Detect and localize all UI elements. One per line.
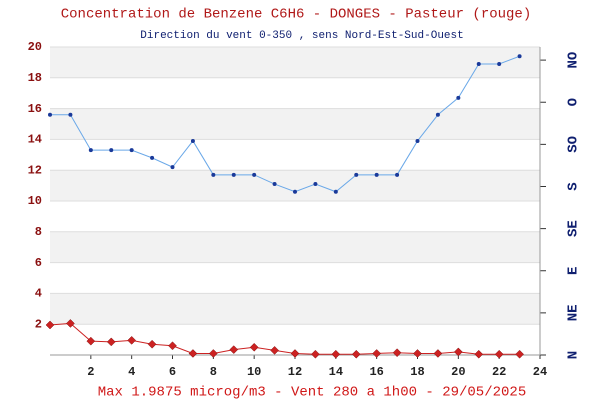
chart-subtitle: Direction du vent 0-350 , sens Nord-Est-…: [140, 30, 463, 42]
point: [68, 112, 73, 117]
y2-tick-label: SE: [566, 220, 582, 237]
y-tick-label: 4: [35, 287, 42, 301]
point: [456, 95, 461, 100]
grid-band: [50, 231, 540, 263]
point: [374, 172, 379, 177]
y-tick-label: 8: [35, 225, 42, 239]
y-tick-label: 6: [35, 256, 42, 270]
point: [109, 148, 114, 153]
y2-tick-label: NO: [566, 52, 582, 69]
point: [211, 172, 216, 177]
point: [45, 320, 55, 330]
point: [433, 349, 443, 358]
x-tick-label: 8: [210, 365, 217, 379]
point: [168, 341, 177, 351]
point: [129, 148, 134, 153]
point: [435, 112, 440, 117]
point: [86, 336, 96, 346]
x-tick-label: 24: [533, 365, 547, 379]
point: [395, 172, 400, 177]
chart-footer: Max 1.9875 microg/m3 - Vent 280 a 1h00 -…: [98, 385, 526, 400]
grid-band: [50, 293, 540, 325]
point: [453, 347, 463, 357]
point: [66, 319, 75, 328]
point: [208, 349, 218, 358]
y-tick-label: 14: [28, 133, 42, 147]
x-tick-label: 4: [128, 365, 135, 379]
grid-band: [50, 108, 540, 140]
point: [372, 349, 382, 358]
y2-tick-label: N: [566, 351, 582, 359]
point: [392, 348, 402, 358]
point: [494, 349, 504, 359]
x-tick-label: 10: [247, 365, 261, 379]
point: [413, 349, 422, 358]
point: [272, 182, 277, 187]
point: [170, 165, 175, 170]
x-tick-label: 14: [329, 365, 343, 379]
point: [188, 349, 198, 358]
x-tick-label: 2: [87, 365, 94, 379]
chart-title: Concentration de Benzene C6H6 - DONGES -…: [61, 7, 531, 23]
y-tick-label: 2: [35, 317, 42, 331]
point: [127, 336, 137, 345]
point: [88, 148, 93, 153]
point: [252, 172, 257, 177]
point: [351, 349, 361, 359]
grid-band: [50, 47, 540, 78]
point: [474, 349, 484, 359]
y-tick-label: 16: [28, 102, 42, 116]
point: [106, 337, 116, 347]
point: [48, 112, 52, 117]
x-tick-label: 20: [451, 365, 465, 379]
point: [311, 349, 320, 359]
point: [290, 349, 300, 358]
point: [517, 54, 522, 59]
y-tick-label: 20: [28, 40, 42, 54]
y2-tick-label: SO: [566, 136, 582, 153]
point: [249, 342, 259, 352]
y2-tick-label: S: [566, 182, 582, 190]
y-tick-label: 10: [28, 194, 42, 208]
y-tick-label: 12: [28, 163, 42, 177]
x-tick-label: 18: [410, 365, 424, 379]
point: [333, 189, 338, 194]
y2-tick-label: E: [566, 267, 582, 275]
point: [229, 345, 239, 354]
point: [293, 189, 297, 194]
series-line: [50, 55, 520, 193]
point: [515, 349, 524, 359]
x-tick-label: 12: [288, 365, 302, 379]
point: [190, 138, 195, 143]
point: [497, 61, 502, 66]
point: [354, 172, 359, 177]
point: [476, 61, 481, 66]
y2-tick-label: NE: [566, 304, 582, 321]
point: [147, 339, 157, 349]
x-tick-label: 22: [492, 365, 506, 379]
point: [313, 182, 318, 187]
x-tick-label: 6: [169, 365, 176, 379]
series-line: [49, 322, 520, 355]
point: [231, 172, 236, 177]
point: [331, 349, 341, 359]
y-tick-label: 18: [28, 71, 42, 85]
grid-band: [50, 170, 540, 201]
x-tick-label: 16: [369, 365, 383, 379]
y2-tick-label: O: [566, 98, 582, 106]
point: [415, 138, 420, 143]
point: [270, 346, 279, 355]
point: [150, 155, 155, 160]
